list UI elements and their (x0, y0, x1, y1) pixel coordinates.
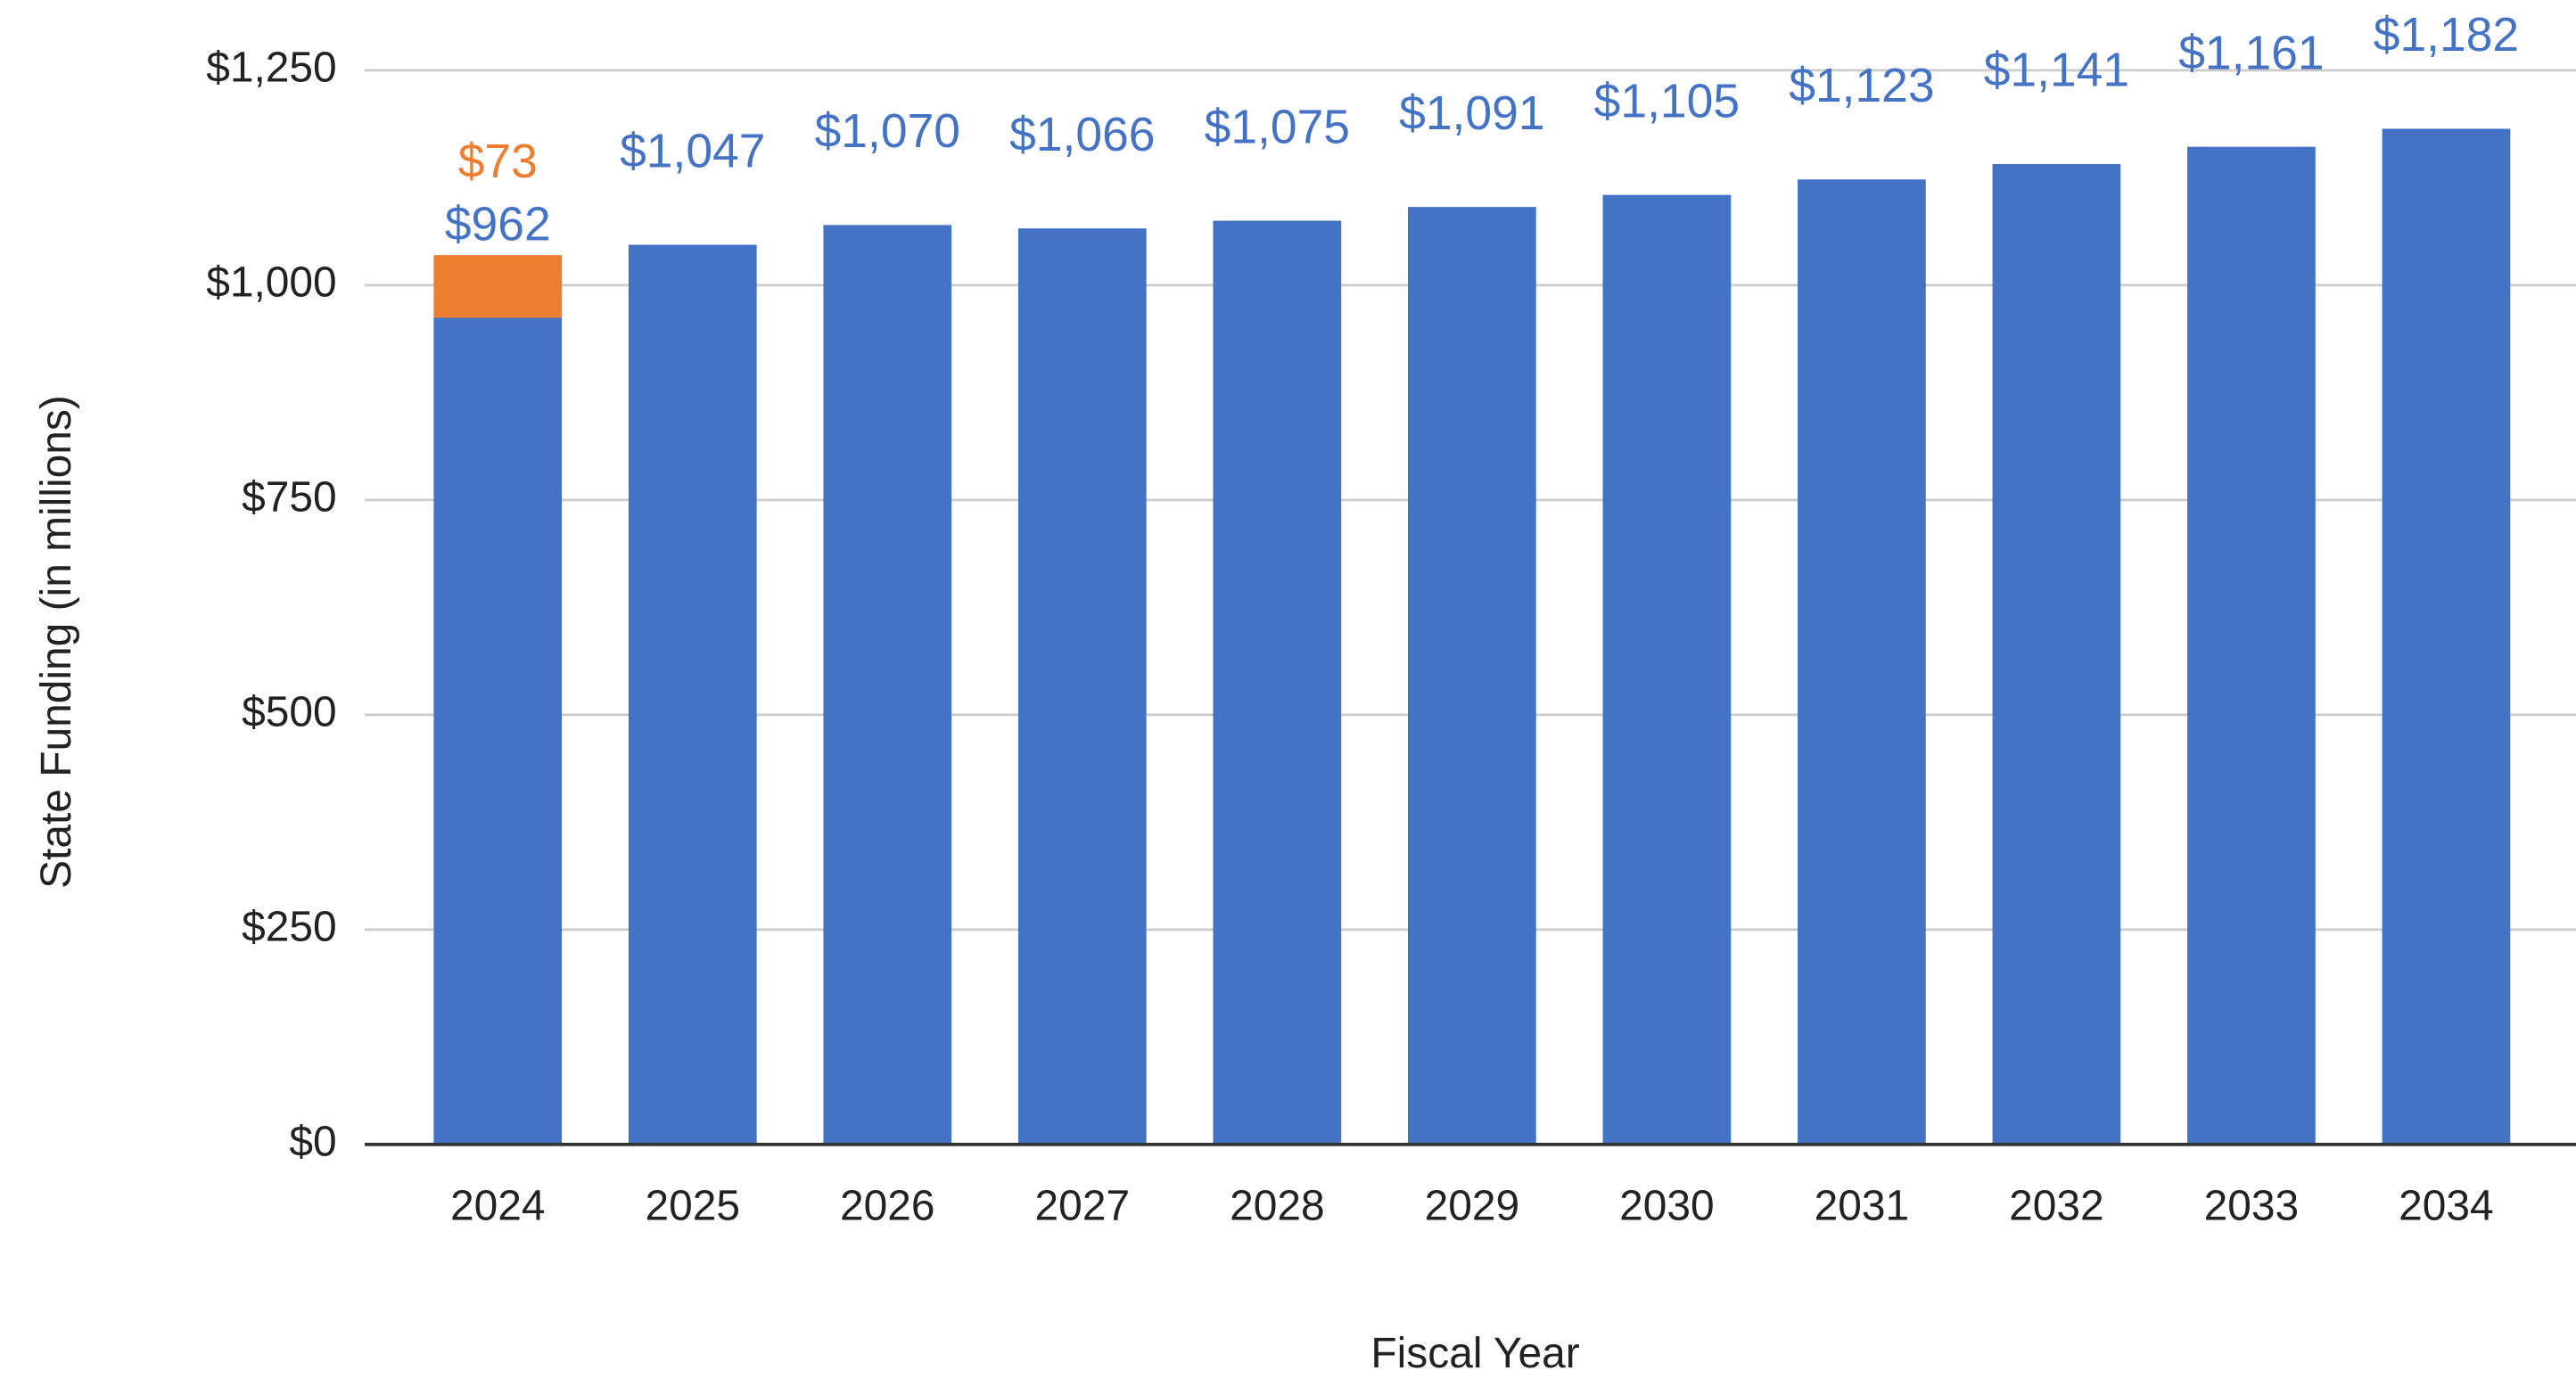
x-tick-label: 2030 (1619, 1182, 1715, 1229)
x-tick-label: 2029 (1425, 1182, 1520, 1229)
x-tick-label: 2034 (2399, 1182, 2494, 1229)
value-label: $1,161 (2178, 27, 2324, 79)
value-label: $1,091 (1399, 87, 1544, 140)
y-tick-label: $1,250 (206, 45, 336, 92)
bar-segment (823, 225, 952, 1145)
bar-segment (433, 255, 563, 318)
x-tick-label: 2032 (2009, 1182, 2104, 1229)
x-tick-label: 2027 (1035, 1182, 1131, 1229)
bar-segment (2187, 146, 2316, 1145)
x-tick-label: 2024 (450, 1182, 546, 1229)
x-tick-label: 2026 (840, 1182, 935, 1229)
x-tick-label: 2033 (2204, 1182, 2300, 1229)
value-label: $73 (458, 135, 538, 188)
x-tick-label: 2025 (646, 1182, 741, 1229)
value-label: $1,123 (1789, 60, 1934, 112)
x-tick-label: 2028 (1230, 1182, 1325, 1229)
y-tick-label: $0 (289, 1119, 336, 1166)
x-axis-title: Fiscal Year (1370, 1330, 1579, 1377)
x-tick-label: 2031 (1815, 1182, 1910, 1229)
bar-segment (1992, 163, 2121, 1145)
y-tick-label: $1,000 (206, 259, 336, 307)
bar-segment (628, 244, 757, 1145)
y-tick-label: $750 (242, 474, 337, 521)
value-label: $1,047 (620, 125, 765, 177)
value-label: $1,182 (2374, 9, 2519, 62)
value-label: $962 (445, 198, 551, 250)
value-label: $1,105 (1594, 75, 1740, 127)
bar-segment (1017, 228, 1147, 1145)
value-label: $1,141 (1984, 45, 2129, 97)
value-label: $1,066 (1009, 109, 1155, 161)
bar-segment (1602, 194, 1732, 1145)
bar-segment (1408, 207, 1536, 1145)
y-tick-label: $250 (242, 904, 337, 951)
bar-segment (433, 317, 563, 1145)
y-axis-title: State Funding (in millions) (33, 395, 80, 889)
bar-segment (1798, 179, 1926, 1145)
y-tick-label: $500 (242, 689, 337, 736)
bar-segment (1213, 220, 1342, 1145)
bar-segment (2382, 128, 2511, 1145)
value-label: $1,070 (815, 105, 960, 158)
value-label: $1,075 (1205, 101, 1350, 153)
